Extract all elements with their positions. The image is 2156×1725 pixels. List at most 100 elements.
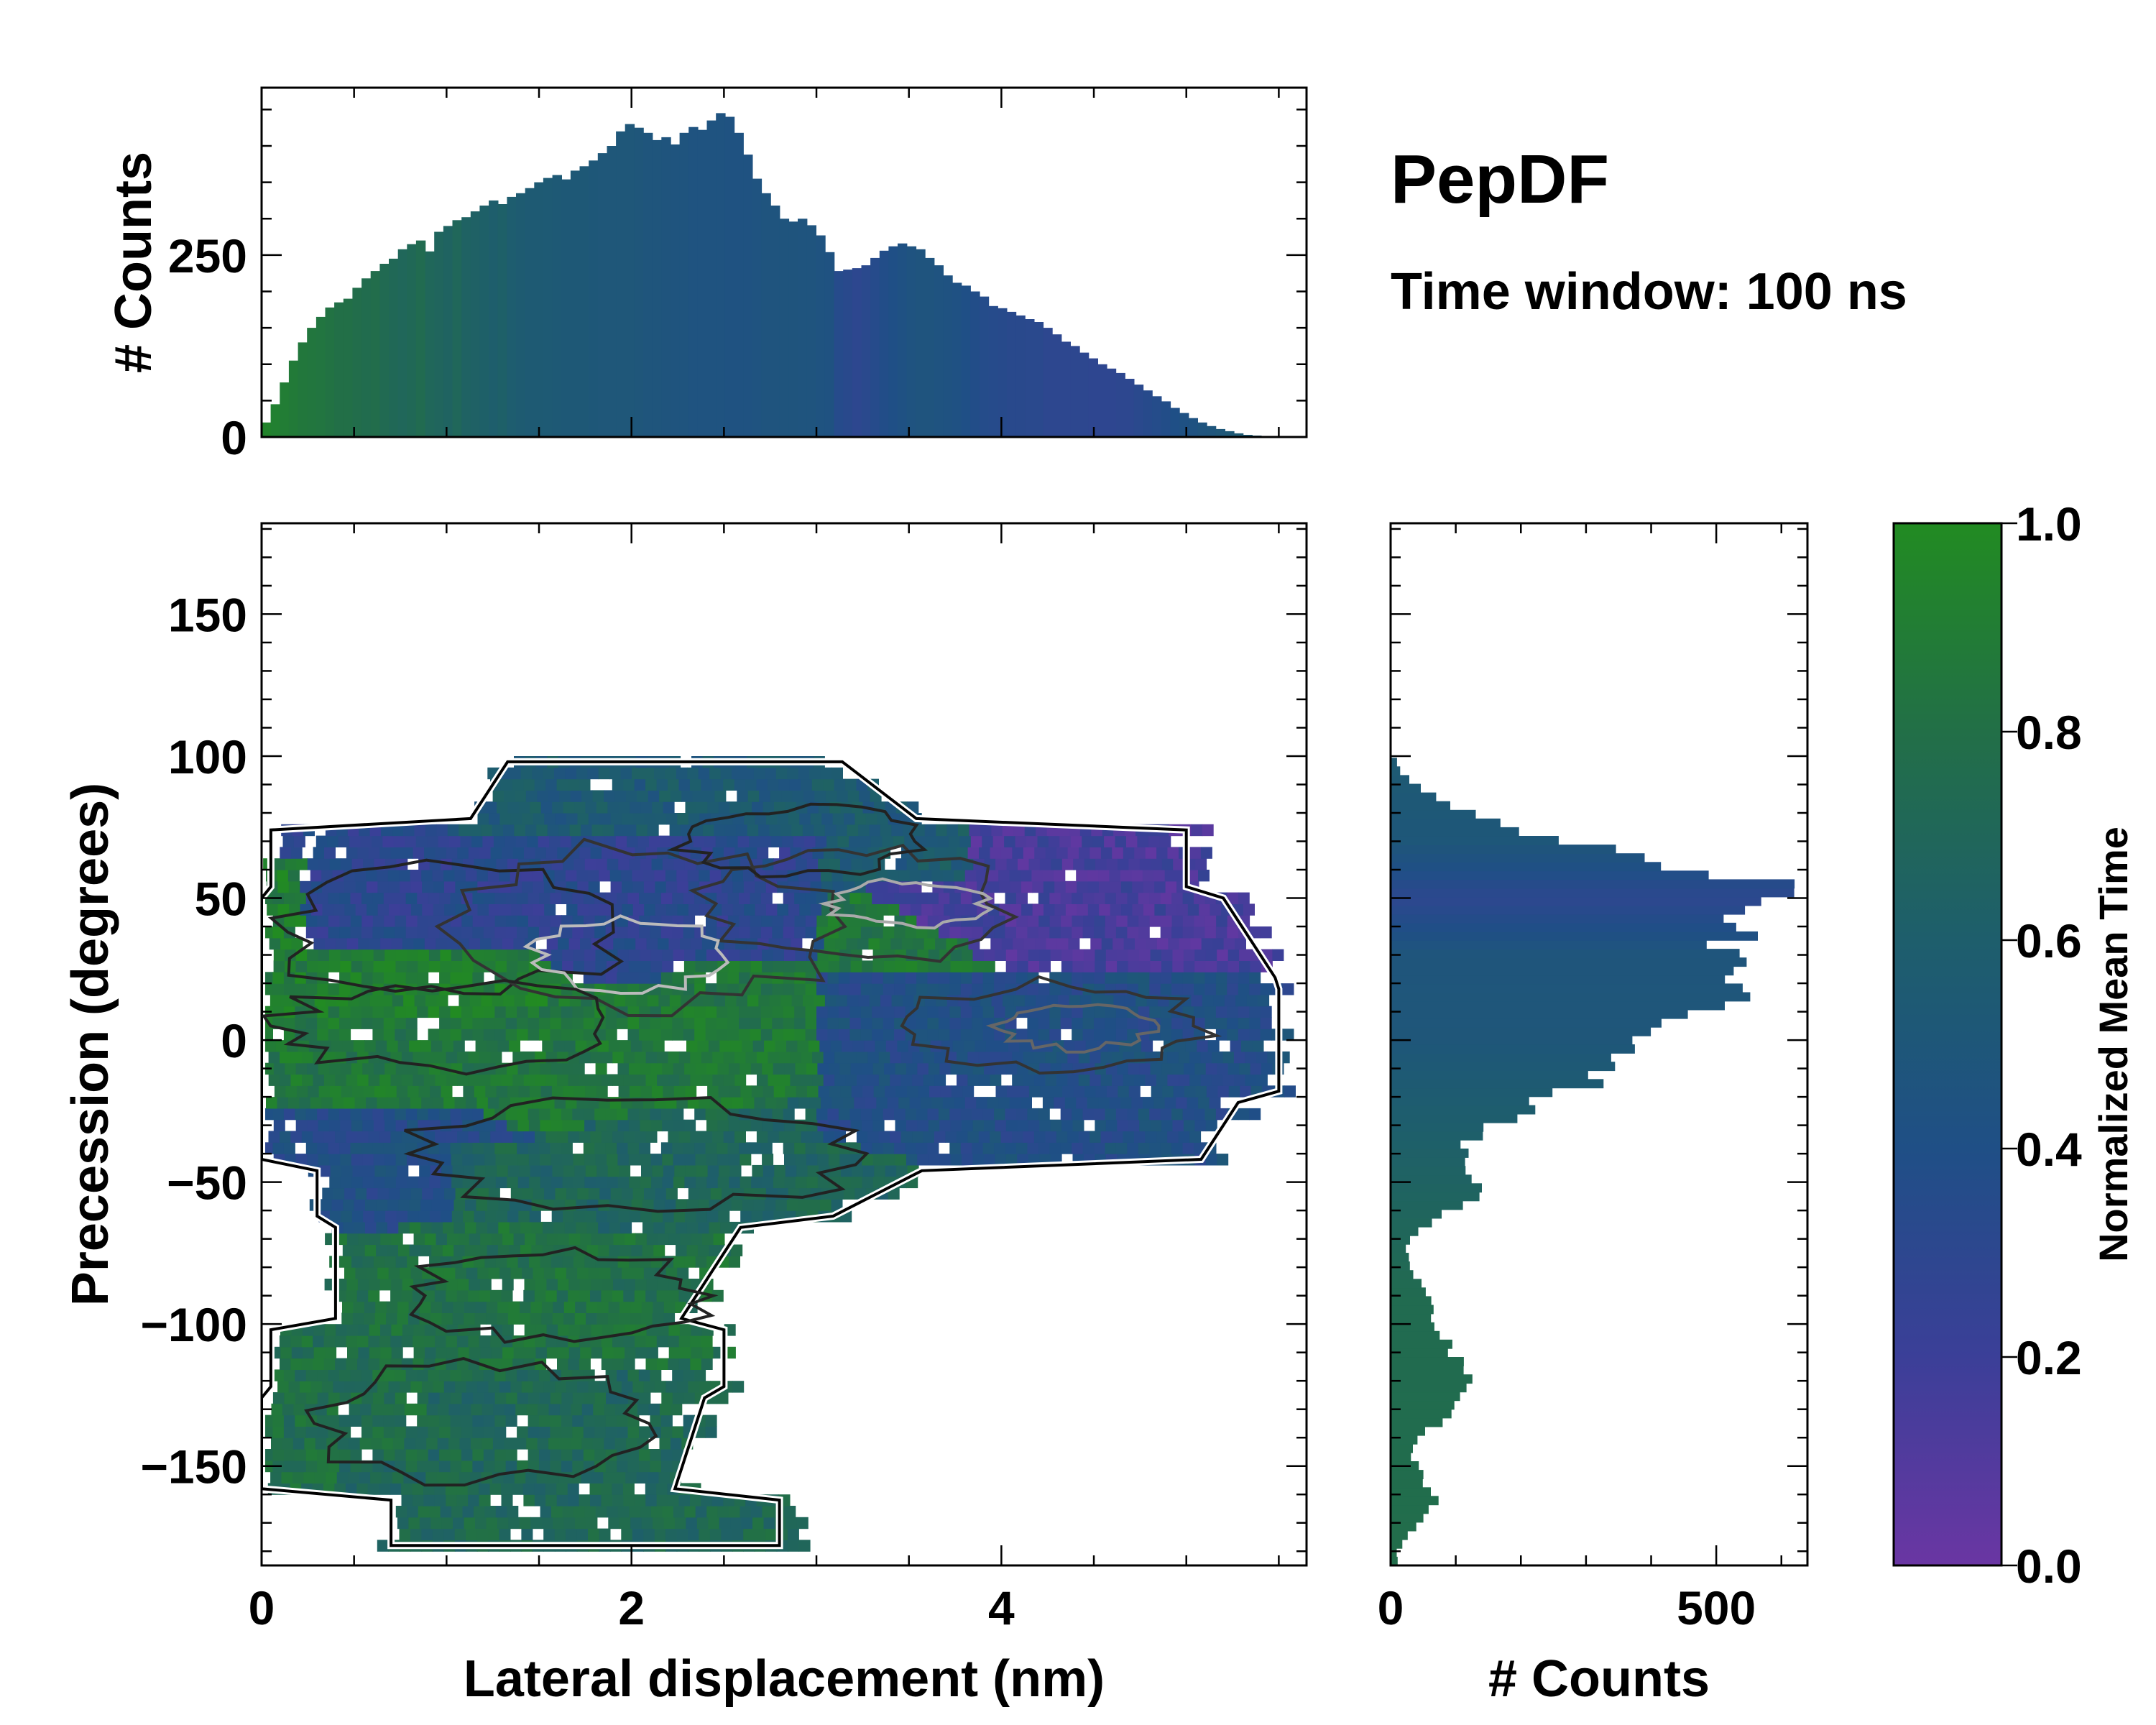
heatmap-cell [1019, 1040, 1031, 1052]
heatmap-cell [579, 1074, 591, 1086]
heatmap-cell [683, 1414, 695, 1427]
heatmap-cell [647, 994, 659, 1007]
heatmap-cell [806, 1154, 818, 1166]
heatmap-cell [846, 937, 858, 950]
heatmap-cell [601, 1358, 613, 1370]
top-y-tick-label: 0 [221, 411, 247, 464]
top-histogram-bar [870, 257, 880, 437]
heatmap-cell [662, 1154, 674, 1166]
heatmap-cell [383, 1414, 395, 1427]
heatmap-cell [285, 858, 297, 870]
heatmap-cell [377, 870, 389, 882]
heatmap-cell [536, 824, 548, 837]
heatmap-cell [287, 870, 300, 882]
heatmap-cell [336, 1324, 348, 1336]
heatmap-cell [367, 903, 379, 916]
heatmap-cell [477, 1381, 489, 1393]
heatmap-cell [913, 937, 925, 950]
heatmap-cell [535, 1279, 547, 1291]
heatmap-cell [517, 1006, 529, 1018]
heatmap-cell [775, 767, 788, 780]
heatmap-cell [1249, 972, 1261, 984]
heatmap-cell [584, 858, 596, 870]
heatmap-cell [794, 1006, 806, 1018]
heatmap-cell [701, 778, 713, 791]
heatmap-cell [1074, 1040, 1087, 1052]
right-histogram-bar [1391, 896, 1761, 906]
heatmap-cell [540, 1256, 552, 1268]
heatmap-cell [717, 972, 729, 984]
heatmap-cell [333, 903, 345, 916]
heatmap-cell [372, 1029, 384, 1041]
heatmap-cell [838, 983, 850, 995]
heatmap-cell [1046, 937, 1058, 950]
heatmap-cell [528, 926, 540, 939]
right-histogram-bar [1391, 1079, 1604, 1089]
heatmap-cell [694, 972, 706, 984]
heatmap-cell [1112, 847, 1124, 859]
heatmap-cell [497, 1164, 509, 1177]
heatmap-cell [589, 1483, 602, 1495]
heatmap-cell [461, 1449, 473, 1461]
heatmap-cell [1205, 949, 1217, 961]
heatmap-cell [854, 903, 867, 916]
heatmap-cell [928, 949, 940, 961]
heatmap-cell [1094, 915, 1106, 927]
heatmap-cell [283, 1449, 295, 1461]
heatmap-cell [545, 847, 558, 859]
heatmap-cell [750, 892, 762, 904]
heatmap-cell [706, 1176, 719, 1189]
heatmap-cell [838, 1108, 850, 1121]
heatmap-cell [740, 960, 752, 972]
heatmap-cell [663, 1085, 675, 1098]
heatmap-cell [544, 903, 556, 916]
heatmap-cell [1195, 1085, 1207, 1098]
heatmap-cell [328, 1142, 340, 1154]
heatmap-cell [1105, 949, 1118, 961]
heatmap-cell [859, 790, 871, 802]
heatmap-cell [785, 1164, 797, 1177]
heatmap-cell [364, 1312, 376, 1325]
heatmap-cell [1171, 1108, 1184, 1121]
heatmap-cell [305, 926, 318, 939]
heatmap-cell [921, 903, 934, 916]
heatmap-cell [617, 1142, 629, 1154]
heatmap-cell [605, 972, 617, 984]
heatmap-cell [422, 880, 434, 893]
heatmap-cell [635, 937, 648, 950]
heatmap-cell [506, 960, 518, 972]
heatmap-cell [750, 1006, 762, 1018]
heatmap-cell [323, 1074, 336, 1086]
heatmap-cell [307, 1154, 319, 1166]
heatmap-cell [492, 994, 504, 1007]
heatmap-cell [451, 1506, 464, 1518]
heatmap-cell [622, 903, 634, 916]
heatmap-cell [374, 1210, 386, 1223]
heatmap-cell [428, 1426, 440, 1438]
heatmap-cell [638, 1369, 650, 1381]
heatmap-cell [599, 870, 611, 882]
heatmap-cell [740, 1119, 752, 1132]
heatmap-cell [372, 892, 384, 904]
heatmap-cell [476, 1221, 488, 1234]
heatmap-cell [982, 1006, 995, 1018]
heatmap-cell [472, 926, 484, 939]
heatmap-cell [805, 1142, 817, 1154]
right-histogram-bar [1391, 1226, 1419, 1236]
heatmap-cell [414, 994, 426, 1007]
heatmap-cell [335, 1335, 347, 1348]
heatmap-cell [891, 994, 903, 1007]
heatmap-cell [723, 1131, 735, 1143]
heatmap-cell [617, 1369, 628, 1381]
heatmap-cell [428, 1460, 440, 1473]
heatmap-cell [1160, 983, 1172, 995]
heatmap-cell [354, 1221, 366, 1234]
heatmap-cell [887, 1097, 899, 1109]
heatmap-cell [317, 915, 329, 927]
heatmap-cell [364, 1244, 377, 1256]
heatmap-cell [1039, 1119, 1051, 1132]
heatmap-cell [352, 1164, 364, 1177]
heatmap-cell [810, 813, 822, 825]
heatmap-cell [355, 1187, 367, 1200]
